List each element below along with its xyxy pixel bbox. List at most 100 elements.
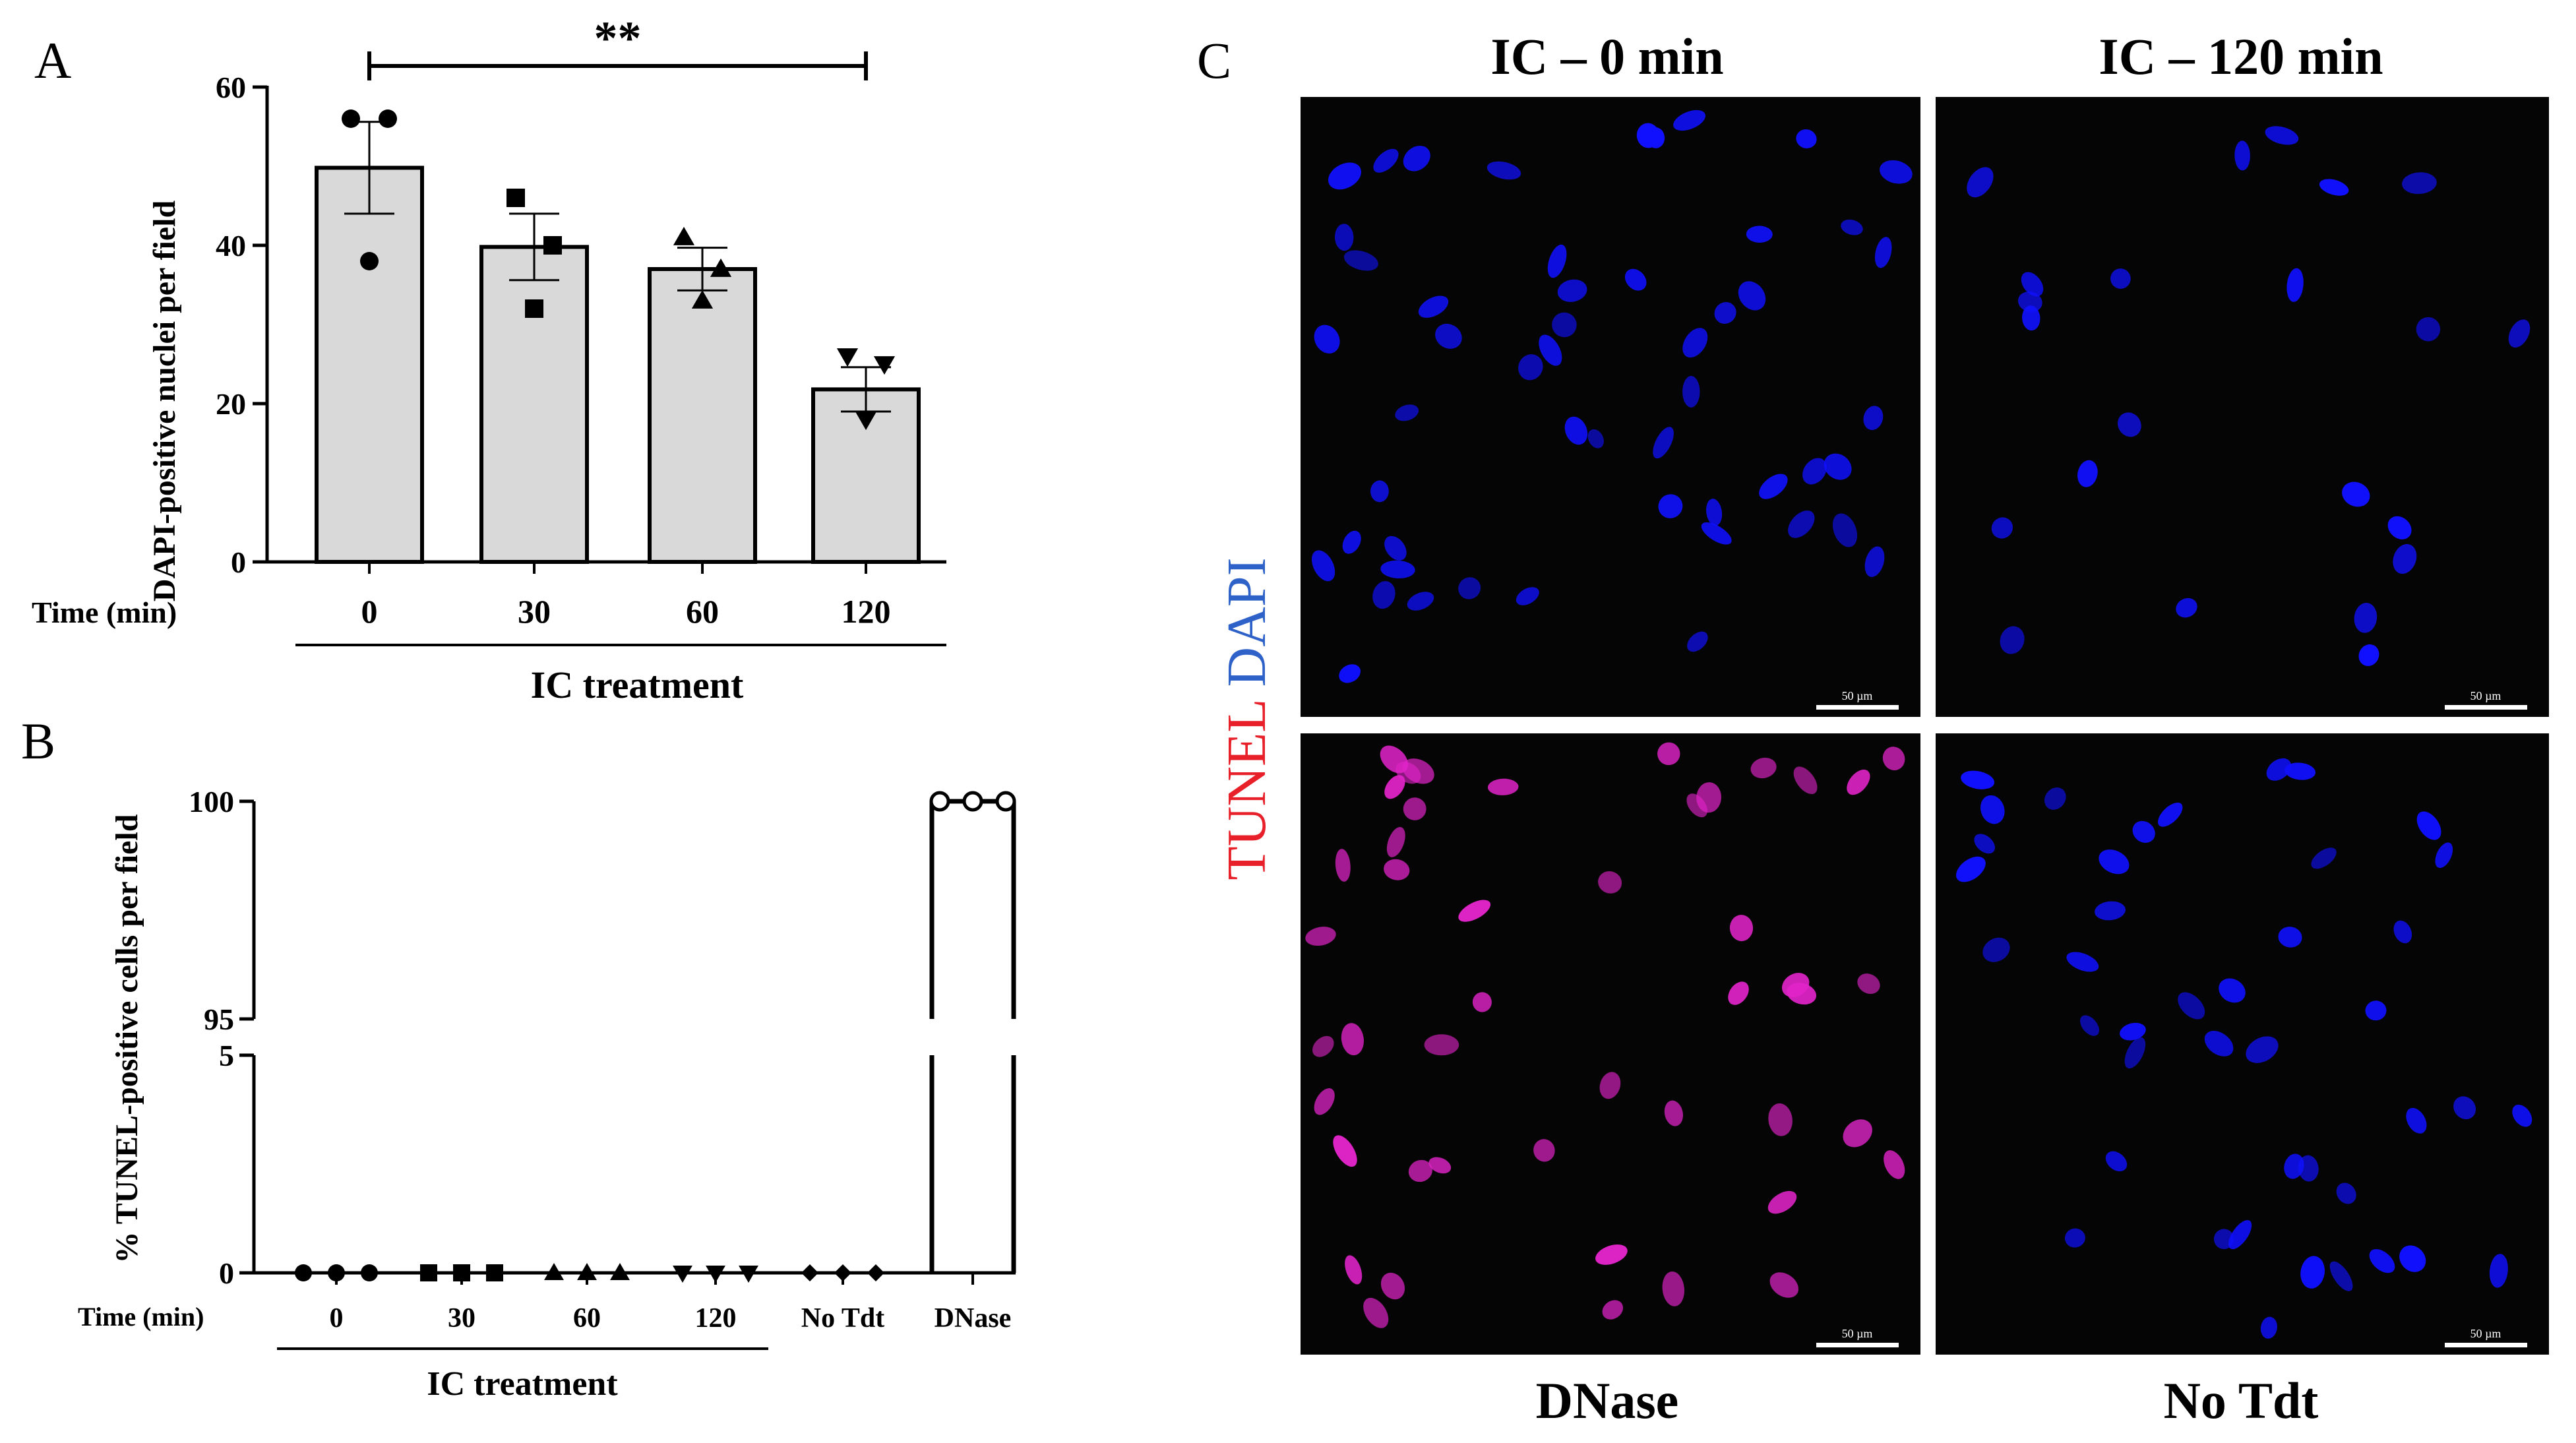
panel-b-letter: B bbox=[21, 712, 55, 770]
nucleus bbox=[2393, 543, 2417, 574]
point-0 bbox=[379, 109, 397, 128]
nucleus bbox=[2365, 1000, 2387, 1021]
nucleus bbox=[1333, 1135, 1357, 1167]
point-60 bbox=[710, 258, 732, 277]
nucleus bbox=[1402, 758, 1434, 784]
panel-b-scatter-chart: B % TUNEL-positive cells per field 0 595 1… bbox=[21, 712, 1016, 1403]
bar-30 bbox=[479, 245, 589, 564]
nucleus bbox=[1738, 281, 1766, 311]
nucleus bbox=[2124, 1037, 2146, 1069]
x-tick-label: 60 bbox=[686, 593, 719, 630]
nucleus bbox=[1847, 769, 1870, 795]
nucleus bbox=[1841, 219, 1863, 235]
nucleus bbox=[1824, 453, 1852, 480]
nucleus bbox=[2329, 1261, 2353, 1291]
nucleus bbox=[1767, 1190, 1797, 1214]
nucleus bbox=[2266, 758, 2292, 781]
point-0 bbox=[360, 252, 379, 270]
scale-bar bbox=[2445, 1343, 2527, 1347]
micrograph-dnase: 50 µm bbox=[1301, 733, 1920, 1355]
nucleus bbox=[2017, 292, 2042, 313]
nucleus bbox=[1746, 226, 1773, 243]
nucleus bbox=[2286, 268, 2304, 302]
nucleus bbox=[2022, 305, 2040, 331]
nucleus bbox=[2285, 762, 2316, 780]
nucleus bbox=[1363, 1297, 1389, 1328]
nucleus bbox=[1380, 560, 1415, 579]
nucleus bbox=[2358, 644, 2379, 666]
nucleus bbox=[2260, 1316, 2277, 1339]
nucleus bbox=[1788, 510, 1815, 538]
nucleus bbox=[1701, 522, 1732, 545]
nucleus bbox=[1961, 770, 1995, 789]
nucleus bbox=[1864, 546, 1885, 577]
nucleus bbox=[1673, 109, 1706, 131]
panel-b-y-axis: 0 595 100 bbox=[189, 785, 1016, 1290]
micrograph-ic-120-background bbox=[1936, 97, 2549, 717]
nucleus bbox=[2387, 516, 2412, 539]
panel-a-time-label: Time (min) bbox=[32, 596, 177, 629]
y-tick-label: 40 bbox=[216, 229, 246, 262]
scale-bar bbox=[1816, 1343, 1899, 1347]
micrograph-title-no-tdt: No Tdt bbox=[2164, 1372, 2319, 1429]
nucleus bbox=[1624, 268, 1647, 291]
point-30 bbox=[420, 1264, 437, 1281]
nucleus bbox=[2118, 412, 2141, 437]
nucleus bbox=[1533, 1139, 1555, 1162]
nucleus bbox=[1602, 1300, 1624, 1320]
x-tick-label: 0 bbox=[330, 1303, 344, 1334]
scale-bar bbox=[2445, 705, 2527, 710]
point-No-Tdt bbox=[867, 1264, 884, 1281]
nucleus bbox=[2512, 1104, 2532, 1127]
micrograph-grid: 50 µm 50 µm 50 µm 50 µm bbox=[1301, 97, 2549, 1355]
nucleus bbox=[1314, 324, 1340, 353]
nucleus bbox=[1967, 167, 1994, 198]
panel-a-group-label: IC treatment bbox=[531, 663, 744, 706]
scale-bar-label: 50 µm bbox=[2470, 689, 2501, 702]
nucleus bbox=[2234, 140, 2250, 171]
point-DNase bbox=[995, 791, 1016, 812]
nucleus bbox=[1403, 145, 1430, 171]
nucleus bbox=[1729, 915, 1754, 942]
nucleus bbox=[2158, 802, 2183, 827]
nucleus bbox=[1682, 376, 1700, 408]
nucleus bbox=[2393, 920, 2412, 944]
nucleus bbox=[1599, 1072, 1621, 1099]
nucleus bbox=[1314, 1088, 1335, 1115]
point-30 bbox=[486, 1264, 503, 1281]
nucleus bbox=[1516, 587, 1539, 605]
bar-0 bbox=[315, 166, 424, 564]
nucleus bbox=[1342, 530, 1361, 554]
nucleus bbox=[1435, 323, 1462, 349]
panel-b-y-axis-title: % TUNEL-positive cells per field bbox=[109, 814, 144, 1263]
x-tick-label: 120 bbox=[842, 593, 891, 630]
nucleus bbox=[2246, 1036, 2279, 1063]
nucleus bbox=[1832, 513, 1858, 547]
nucleus bbox=[2369, 1249, 2395, 1274]
point-60 bbox=[610, 1263, 630, 1281]
point-DNase bbox=[929, 791, 950, 812]
nucleus bbox=[1769, 1272, 1799, 1298]
nucleus bbox=[2300, 1256, 2325, 1289]
nucleus bbox=[2219, 978, 2246, 1003]
nucleus bbox=[2298, 1155, 2319, 1182]
nucleus bbox=[1305, 927, 1336, 946]
nucleus bbox=[1458, 900, 1491, 922]
nucleus bbox=[1759, 474, 1788, 499]
nucleus bbox=[1335, 849, 1351, 882]
y-tick-label: 100 bbox=[189, 785, 234, 818]
scale-bar-label: 50 µm bbox=[1842, 689, 1873, 702]
nucleus bbox=[1980, 795, 2005, 824]
nucleus bbox=[1345, 1255, 1363, 1285]
nucleus bbox=[2099, 849, 2130, 875]
nucleus bbox=[1380, 1272, 1405, 1300]
bar-60 bbox=[648, 267, 757, 564]
nucleus bbox=[1884, 1150, 1905, 1179]
nucleus bbox=[1552, 312, 1577, 338]
nucleus bbox=[1539, 334, 1562, 366]
x-tick-label: 0 bbox=[361, 593, 378, 630]
panel-b-dnase-bar bbox=[929, 799, 1016, 1273]
nucleus bbox=[2354, 602, 2377, 633]
micrograph-ic-120: 50 µm bbox=[1936, 97, 2549, 717]
nucleus bbox=[1802, 458, 1827, 485]
